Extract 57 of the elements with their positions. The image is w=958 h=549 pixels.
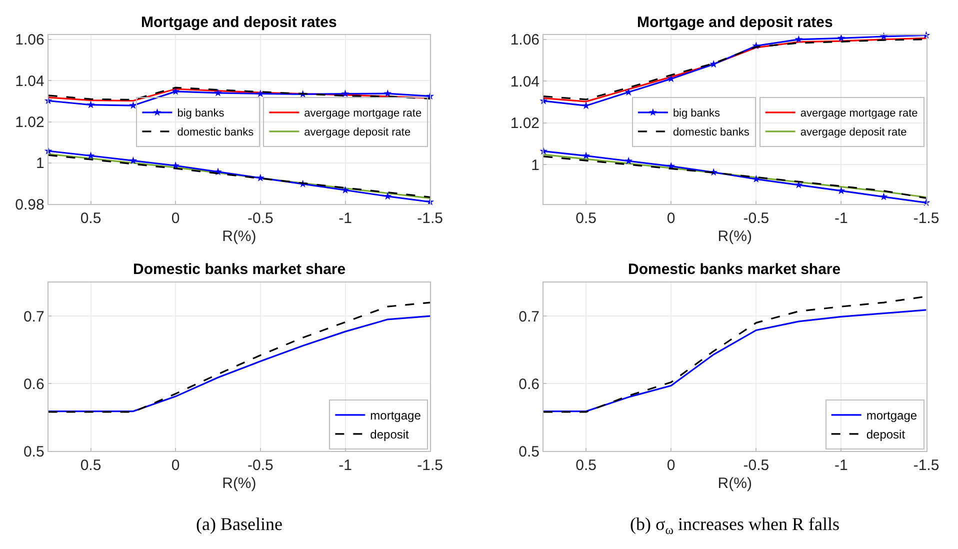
x-tick-label: -1	[834, 210, 848, 228]
y-tick-label: 0.6	[518, 376, 540, 393]
y-tick-label: 1.04	[15, 72, 44, 90]
x-tick-label: 0.5	[80, 457, 102, 474]
x-tick-label: -1.5	[913, 457, 940, 474]
x-axis-title: R(%)	[718, 228, 752, 246]
y-tick-label: 1	[531, 156, 540, 174]
x-tick-label: 0.5	[576, 457, 596, 474]
legend-label: big banks	[672, 108, 721, 120]
legend-label: deposit	[370, 428, 410, 442]
x-tick-label: -0.5	[743, 457, 770, 474]
legend-label: big banks	[177, 108, 225, 120]
y-tick-label: 1	[36, 155, 44, 172]
legend-label: avergage deposit rate	[304, 126, 411, 139]
x-tick-label: 0	[666, 210, 676, 228]
chart-title: Mortgage and deposit rates	[141, 14, 337, 31]
chart-title: Domestic banks market share	[133, 261, 346, 278]
y-tick-label: 1.04	[510, 73, 540, 90]
chart-title: Domestic banks market share	[628, 261, 841, 278]
x-tick-label: -1.5	[417, 210, 444, 228]
legend-label: mortgage	[370, 408, 422, 423]
x-axis-title: R(%)	[222, 228, 256, 246]
y-tick-label: 1.02	[15, 114, 44, 131]
y-tick-label: 0.98	[15, 196, 44, 214]
x-tick-label: -1	[338, 457, 352, 474]
x-tick-label: -1	[834, 457, 848, 474]
x-tick-label: -0.5	[743, 210, 770, 228]
legend-label: domestic banks	[672, 126, 750, 139]
legend-label: mortgage	[866, 408, 918, 423]
y-tick-label: 1.06	[15, 32, 44, 49]
y-tick-label: 0.5	[518, 443, 540, 460]
x-tick-label: 0.5	[80, 210, 102, 228]
chart-title: Mortgage and deposit rates	[637, 14, 833, 31]
x-tick-label: 0	[666, 457, 676, 474]
y-tick-label: 1.06	[510, 32, 540, 49]
x-tick-label: -0.5	[247, 457, 274, 474]
x-tick-label: 0	[171, 457, 180, 474]
text: (b) σ$_{ω}$ increases when R falls	[630, 514, 840, 537]
x-tick-label: 0.5	[576, 210, 596, 228]
x-tick-label: -1	[338, 210, 352, 228]
legend-label: domestic banks	[177, 126, 254, 139]
legend-label: deposit	[866, 428, 906, 442]
y-tick-label: 0.7	[518, 308, 540, 326]
y-tick-label: 1.02	[510, 115, 540, 132]
x-tick-label: -0.5	[247, 210, 274, 228]
legend-label: avergage deposit rate	[800, 126, 907, 139]
x-tick-label: -1.5	[913, 210, 940, 228]
x-tick-label: 0	[171, 210, 180, 228]
y-tick-label: 0.7	[23, 308, 44, 326]
x-tick-label: -1.5	[417, 457, 444, 474]
legend-label: avergage mortgage rate	[304, 108, 422, 120]
y-tick-label: 0.6	[23, 376, 44, 393]
text: (a) Baseline	[196, 514, 282, 534]
y-tick-label: 0.5	[23, 443, 44, 460]
x-axis-title: R(%)	[222, 475, 256, 492]
x-axis-title: R(%)	[718, 475, 752, 492]
legend-label: avergage mortgage rate	[800, 108, 918, 120]
